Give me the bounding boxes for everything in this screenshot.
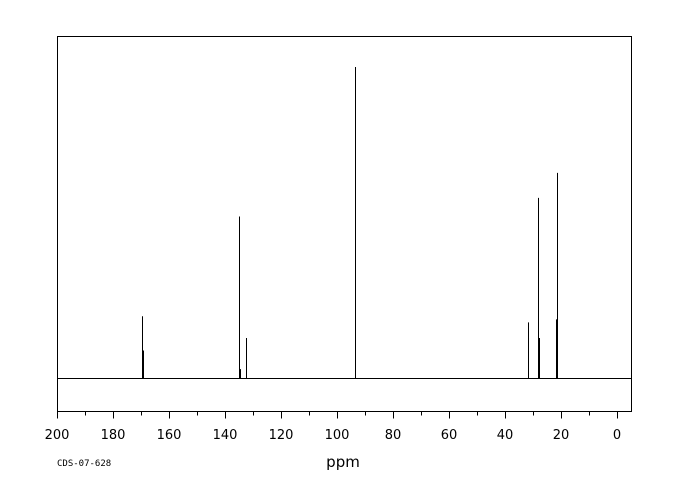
tick-label: 60 <box>441 428 458 443</box>
x-axis-title: ppm <box>326 453 360 471</box>
tick-label: 160 <box>157 428 182 443</box>
tick-label: 0 <box>613 428 621 443</box>
tick-label: 100 <box>325 428 350 443</box>
x-axis-tick-labels: 200 180 160 140 120 100 80 60 40 20 0 <box>45 428 622 443</box>
tick-label: 120 <box>269 428 294 443</box>
peaks <box>142 67 558 379</box>
tick-label: 40 <box>497 428 514 443</box>
plot-frame <box>57 36 632 412</box>
x-axis-ticks <box>57 411 618 419</box>
spectrum-code-label: CDS-07-628 <box>57 459 111 469</box>
tick-label: 80 <box>385 428 402 443</box>
tick-label: 200 <box>45 428 70 443</box>
tick-label: 20 <box>553 428 570 443</box>
tick-label: 180 <box>101 428 126 443</box>
tick-label: 140 <box>213 428 238 443</box>
